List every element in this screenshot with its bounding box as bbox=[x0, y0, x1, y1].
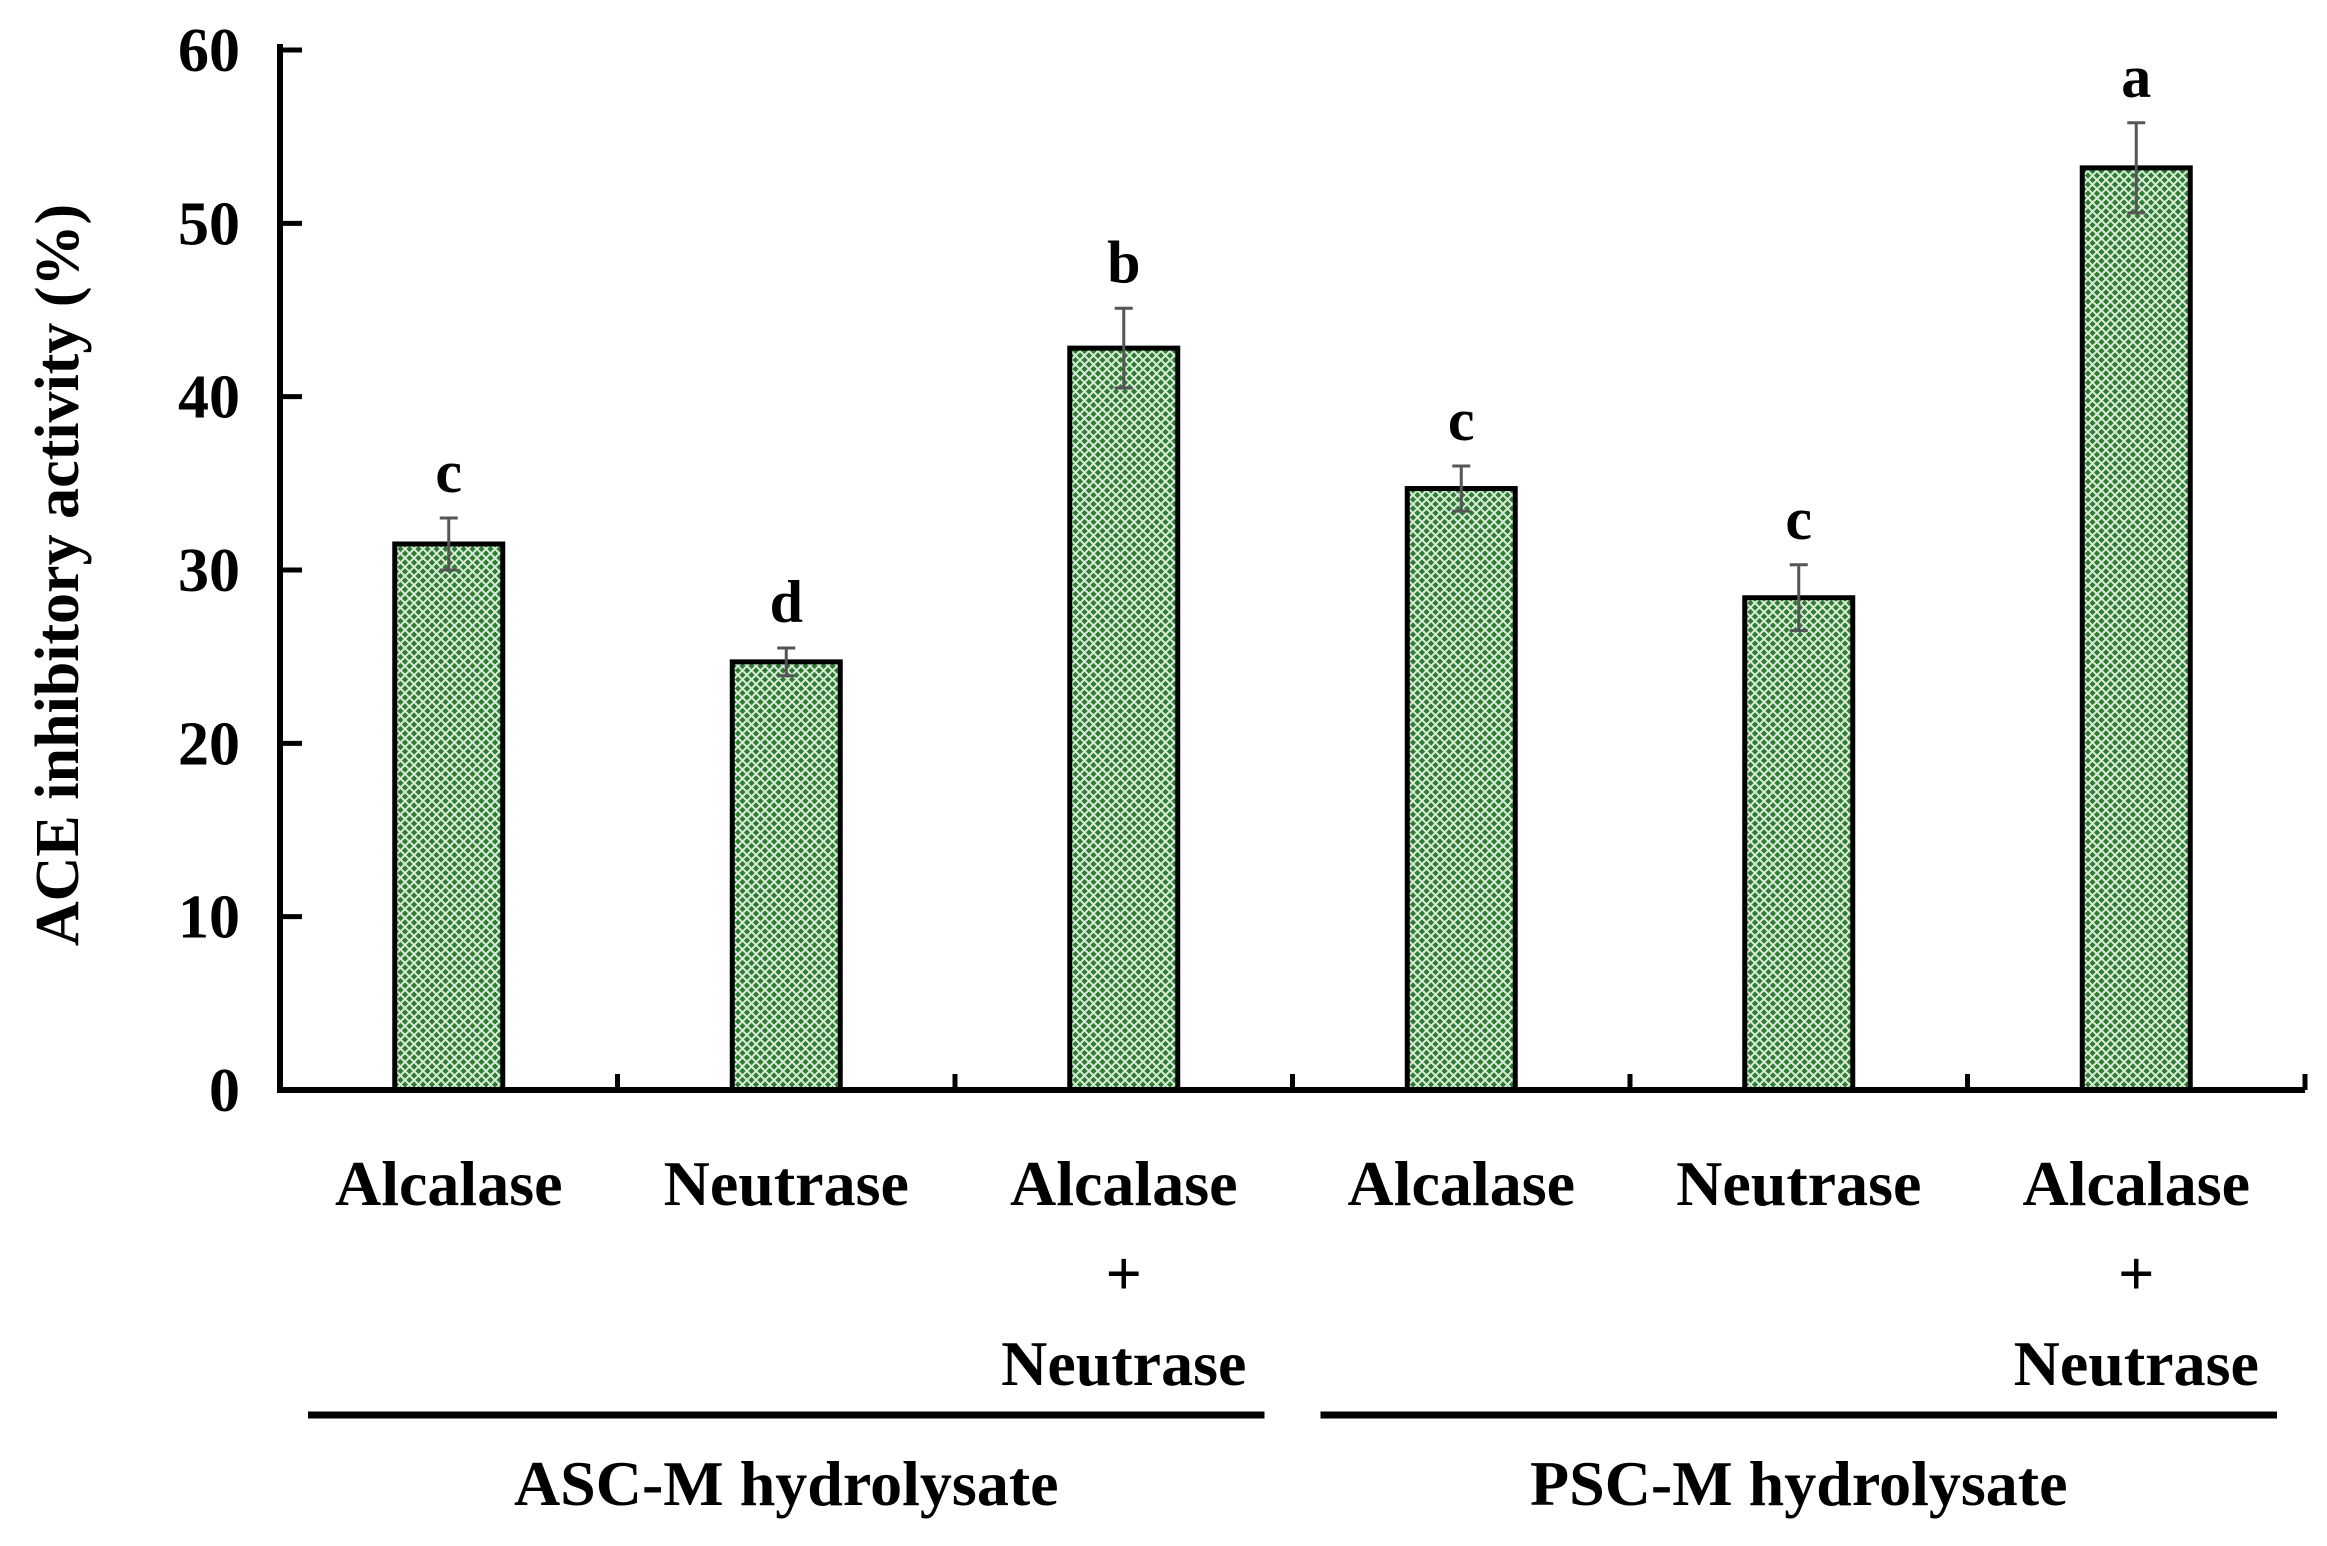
group-label-0: ASC-M hydrolysate bbox=[514, 1448, 1059, 1519]
y-tick-label-20: 20 bbox=[178, 710, 240, 778]
category-label-2-2: Neutrase bbox=[1001, 1328, 1246, 1399]
group-label-1: PSC-M hydrolysate bbox=[1530, 1448, 2067, 1519]
y-tick-label-60: 60 bbox=[178, 17, 240, 85]
significance-letter-4: c bbox=[1785, 486, 1812, 552]
category-label-1-0: Neutrase bbox=[664, 1148, 909, 1219]
bar-1 bbox=[729, 659, 843, 1093]
significance-letter-5: a bbox=[2121, 44, 2151, 110]
category-label-2-0: Alcalase bbox=[1010, 1148, 1238, 1219]
category-label-3-0: Alcalase bbox=[1348, 1148, 1576, 1219]
bar-3 bbox=[1404, 486, 1518, 1093]
category-label-5-1: + bbox=[2118, 1238, 2154, 1309]
y-tick-label-10: 10 bbox=[178, 884, 240, 952]
y-tick-label-40: 40 bbox=[178, 364, 240, 432]
significance-letter-0: c bbox=[435, 439, 462, 505]
bar-0 bbox=[392, 541, 506, 1093]
bar-2 bbox=[1067, 345, 1181, 1093]
labels-layer: c d b c c a 0 10 20 30 40 50 60 Alcalase Neutrase Alcal… bbox=[178, 17, 2259, 1519]
y-tick-label-50: 50 bbox=[178, 190, 240, 258]
category-label-5-2: Neutrase bbox=[2014, 1328, 2259, 1399]
y-tick-label-0: 0 bbox=[209, 1057, 240, 1125]
bar-5 bbox=[2079, 165, 2193, 1093]
significance-letter-1: d bbox=[770, 569, 803, 635]
axes-layer bbox=[277, 44, 2308, 1419]
bars-layer bbox=[392, 121, 2193, 1093]
category-label-0-0: Alcalase bbox=[335, 1148, 563, 1219]
category-label-2-1: + bbox=[1106, 1238, 1142, 1309]
category-label-4-0: Neutrase bbox=[1676, 1148, 1921, 1219]
y-axis-label: ACE inhibitory activity (%) bbox=[24, 204, 92, 946]
significance-letter-3: c bbox=[1448, 387, 1475, 453]
significance-letter-2: b bbox=[1107, 229, 1140, 295]
y-tick-label-30: 30 bbox=[178, 537, 240, 605]
category-label-5-0: Alcalase bbox=[2023, 1148, 2251, 1219]
bar-4 bbox=[1742, 595, 1856, 1093]
